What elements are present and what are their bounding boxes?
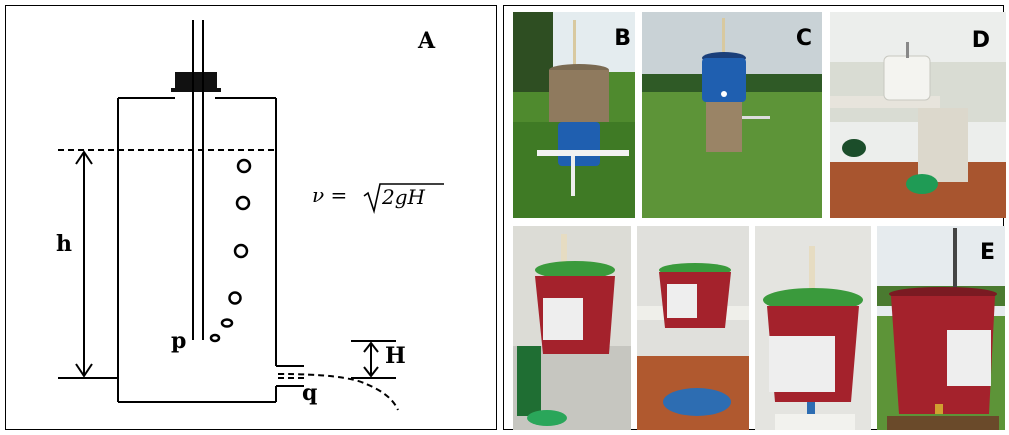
photo-e2 (637, 226, 749, 430)
formula-radicand: 2gH (381, 185, 426, 209)
panel-label-a: A (417, 28, 436, 54)
symbol-p: p (171, 328, 186, 354)
photo-label-b: B (614, 26, 631, 51)
stopper-rim (171, 88, 221, 92)
air-bubbles (209, 158, 252, 343)
h-dimension-arrow (75, 150, 93, 378)
formula-sqrt-sign (363, 183, 444, 214)
photo-e1 (513, 226, 631, 430)
formula-lhs: ν = (312, 183, 347, 207)
photo-b: B (513, 12, 635, 218)
mariotte-bottle-schematic: A h p H q ν = 2gH (56, 20, 444, 411)
photo-label-c: C (795, 26, 812, 51)
air-tube (192, 20, 204, 340)
symbol-q: q (302, 380, 317, 406)
photo-d: D (830, 12, 1006, 218)
vessel-outline (117, 97, 304, 403)
H-dimension-arrow (351, 340, 396, 379)
photo-e3 (755, 226, 871, 430)
symbol-H: H (385, 343, 406, 369)
photo-e4: E (877, 226, 1005, 430)
photo-label-e: E (979, 240, 995, 265)
photo-label-d: D (971, 28, 990, 53)
stopper (175, 72, 217, 90)
diagram-panel-a: A h p H q ν = 2gH (5, 5, 497, 430)
photo-c: C (642, 12, 822, 218)
photo-panel: B C D (503, 5, 1006, 430)
symbol-h: h (56, 231, 72, 257)
outflow-jet (277, 373, 399, 411)
